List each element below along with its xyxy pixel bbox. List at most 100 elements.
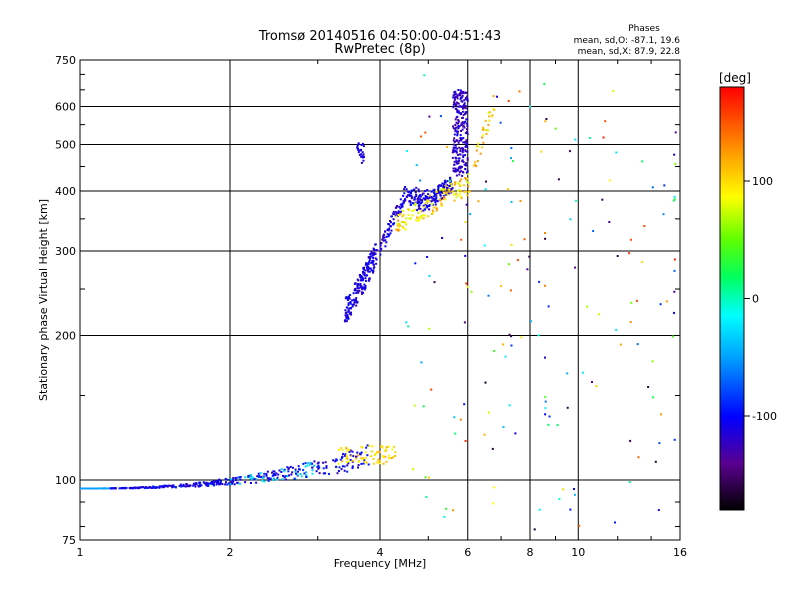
scatter-echo-point — [629, 238, 632, 241]
e-region-o-point — [346, 470, 349, 473]
f-low-branch-point — [369, 253, 372, 256]
f-cusp-o-point — [461, 137, 463, 140]
f-cusp-o-point — [461, 128, 464, 131]
f-cusp-o-point — [460, 139, 463, 142]
scatter-echo-point — [651, 360, 654, 363]
f-cusp-o-point — [455, 157, 458, 160]
f-low-branch-point — [349, 294, 352, 296]
e-region-o-point — [224, 483, 227, 486]
f-trace-o-point — [397, 210, 400, 213]
e-region-x-point — [392, 445, 395, 448]
f-trace-o-point — [417, 188, 420, 191]
e-region-x-point — [388, 454, 391, 457]
f-cusp-o-point — [453, 99, 456, 102]
f-trace-o-point — [414, 191, 417, 194]
e-region-o-point — [311, 469, 314, 472]
f-trace-o-point — [435, 194, 438, 197]
f-cusp-o-point — [459, 105, 462, 108]
scatter-echo-point — [547, 305, 550, 308]
f-trace-x-point — [491, 115, 494, 118]
f-low-branch-point — [361, 292, 364, 295]
e-region-o-point — [96, 487, 99, 490]
f-trace-o-point — [450, 191, 453, 194]
f-cusp-o-point — [466, 132, 469, 135]
e-region-x-point — [350, 454, 353, 457]
x-tick-label: 16 — [673, 546, 687, 559]
f-trace-x-point — [397, 219, 400, 222]
scatter-echo-point — [530, 320, 532, 323]
e-region-o-point — [297, 470, 299, 473]
f-trace-o-point — [421, 201, 424, 204]
e-region-o-point — [139, 486, 142, 489]
e-region-o-point — [288, 474, 290, 477]
scatter-echo-point — [671, 335, 674, 338]
f-trace-o-point — [389, 232, 392, 235]
f-cusp-o-point — [455, 174, 458, 177]
f-low-branch-point — [368, 260, 371, 263]
f-trace-o-point — [398, 211, 401, 214]
f-trace-x-point — [405, 217, 408, 220]
scatter-echo-point — [510, 147, 513, 150]
e-region-o-point — [153, 485, 155, 488]
e-region-o-point — [286, 466, 289, 469]
e-region-o-point — [316, 462, 319, 465]
e-region-o-point — [311, 462, 313, 465]
f-trace-x-point — [451, 190, 454, 193]
e-region-o-point — [334, 460, 337, 463]
e-region-o-point — [309, 463, 311, 466]
f-cusp-o-point — [462, 105, 464, 108]
e-region-o-point — [251, 476, 254, 479]
f-cusp-o-point — [456, 153, 459, 156]
e-region-o-point — [305, 471, 308, 474]
e-region-o-point — [325, 465, 328, 468]
e-region-o-point — [134, 486, 136, 489]
e-region-o-point — [311, 466, 314, 469]
e-region-o-point — [221, 483, 224, 486]
scatter-echo-point — [547, 423, 550, 426]
e-region-o-point — [277, 473, 280, 476]
e-region-o-point — [328, 473, 330, 475]
f-trace-x-point — [410, 217, 413, 220]
e-region-o-point — [265, 473, 268, 476]
x-axis: 1 2 4 6 8 10 16 — [77, 60, 687, 559]
f-low-branch-point — [348, 312, 351, 315]
f-trace-o-point — [438, 191, 441, 194]
scatter-echo-point — [485, 180, 487, 183]
scatter-echo-point — [641, 261, 644, 263]
f-trace-x-point — [404, 221, 407, 224]
e-region-o-point — [192, 484, 195, 487]
f-trace-o-point — [397, 211, 400, 214]
f-trace-o-point — [436, 200, 439, 203]
f-low-branch-point — [352, 292, 355, 295]
f-trace-o-point — [413, 202, 415, 205]
f-trace-o-point — [404, 198, 406, 201]
f-trace-o-point — [392, 223, 395, 225]
scatter-echo-point — [578, 524, 581, 527]
f-trace-o-point — [428, 204, 431, 207]
e-region-o-point — [244, 481, 247, 484]
scatter-echo-point — [588, 136, 591, 139]
f-trace-x-point — [420, 210, 423, 213]
e-region-o-point — [230, 478, 233, 481]
f-trace-o-point — [448, 192, 451, 195]
f-cusp-o-point — [456, 115, 459, 118]
e-region-o-point — [263, 472, 266, 475]
e-region-o-point — [205, 484, 208, 487]
scatter-echo-point — [608, 221, 611, 223]
scatter-echo-point — [466, 285, 469, 288]
f-cusp-o-point — [458, 170, 461, 173]
f-low-branch-point — [355, 304, 358, 307]
x-tick-label: 2 — [227, 546, 234, 559]
e-region-o-point — [295, 472, 297, 475]
scatter-echo-point — [629, 439, 632, 442]
scatter-echo-point — [544, 120, 547, 123]
f-cusp-o-point — [463, 163, 466, 166]
f-spread-point — [360, 144, 363, 146]
f-cusp-o-point — [462, 171, 465, 174]
e-region-o-point — [341, 465, 344, 468]
e-region-x-point — [345, 454, 348, 457]
f-trace-x-point — [422, 214, 425, 217]
f-cusp-o-point — [457, 168, 460, 171]
f-cusp-o-point — [462, 137, 465, 140]
e-region-o-point — [276, 478, 279, 481]
